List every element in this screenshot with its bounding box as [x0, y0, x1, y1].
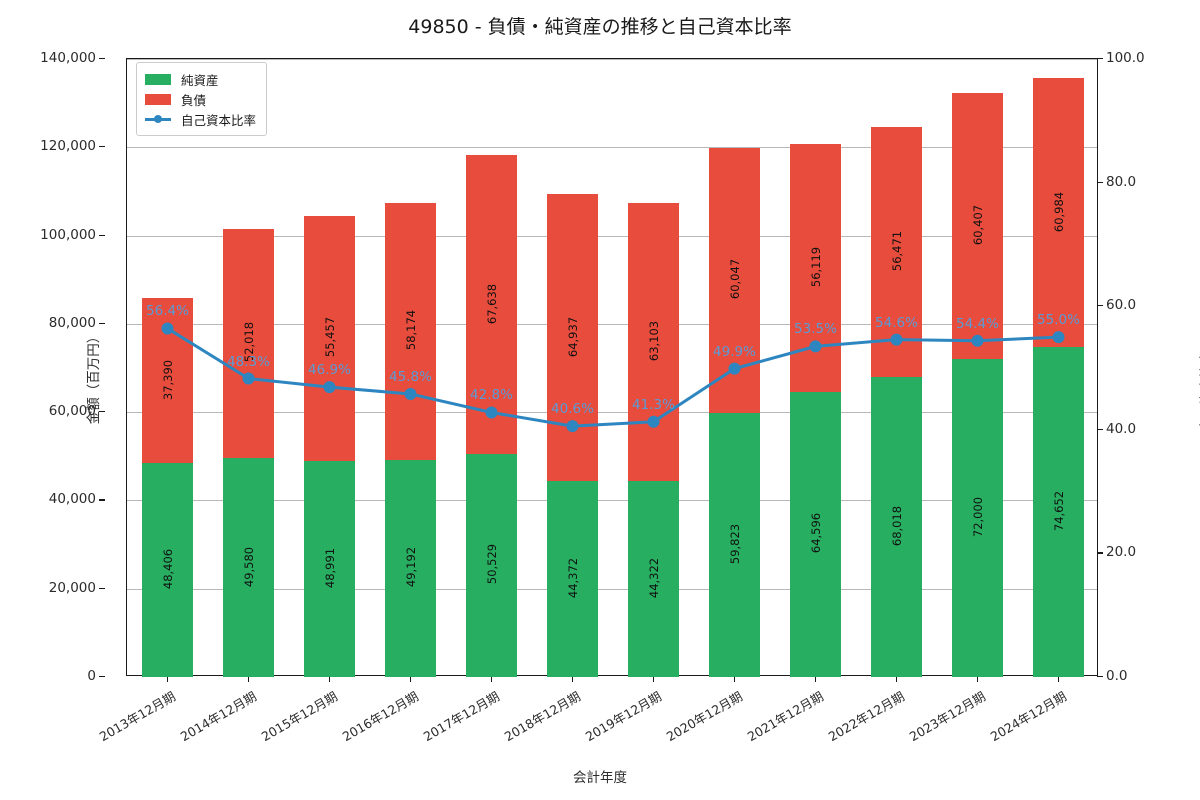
x-axis-tick-mark	[247, 676, 249, 682]
equity-ratio-marker	[404, 387, 417, 400]
gridline	[127, 588, 1097, 590]
y-axis-left-tick-label: 40,000	[49, 491, 105, 507]
y-axis-right-tick-label: 100.0	[1097, 50, 1145, 66]
equity-ratio-value-label: 49.9%	[713, 343, 756, 360]
equity-ratio-value-label: 54.6%	[875, 314, 918, 331]
bar-net-assets	[871, 376, 922, 677]
y-axis-left-tick-label: 20,000	[49, 580, 105, 596]
ratio-line-series	[161, 322, 1065, 433]
x-axis-tick-mark	[1057, 676, 1059, 682]
y-axis-right-label: 自己資本比率 (%)	[1195, 267, 1200, 487]
x-axis-label: 会計年度	[573, 770, 627, 786]
bar-net-assets	[142, 463, 193, 677]
x-axis-tick-mark	[976, 676, 978, 682]
x-axis-tick-mark	[490, 676, 492, 682]
y-axis-left-tick-label: 140,000	[40, 50, 105, 66]
legend-label-net-assets: 純資産	[181, 72, 219, 88]
y-axis-right-tick-label: 20.0	[1097, 544, 1136, 560]
bar-net-assets	[709, 412, 760, 677]
bar-liabilities	[628, 202, 679, 482]
bar-liabilities	[1033, 78, 1084, 348]
equity-ratio-marker	[161, 322, 174, 335]
equity-ratio-marker	[890, 333, 903, 346]
legend-item-liabilities: 負債	[145, 89, 256, 109]
x-axis-tick-mark	[409, 676, 411, 682]
y-axis-left-tick-label: 80,000	[49, 315, 105, 331]
y-axis-right-tick-label: 80.0	[1097, 174, 1136, 190]
equity-ratio-value-label: 55.0%	[1037, 312, 1080, 329]
x-axis-tick-mark	[652, 676, 654, 682]
bar-liabilities	[304, 215, 355, 461]
bar-liabilities	[385, 203, 436, 460]
equity-ratio-value-label: 42.8%	[470, 387, 513, 404]
chart-title: 49850 - 負債・純資産の推移と自己資本比率	[408, 16, 792, 38]
y-axis-left-tick-label: 120,000	[40, 138, 105, 154]
bar-liabilities	[466, 155, 517, 454]
x-axis-tick-mark	[814, 676, 816, 682]
equity-ratio-marker	[971, 334, 984, 347]
bar-net-assets	[385, 459, 436, 677]
gridline	[127, 412, 1097, 414]
x-axis-tick-mark	[328, 676, 330, 682]
y-axis-right-tick-label: 60.0	[1097, 297, 1136, 313]
bar-net-assets	[1033, 347, 1084, 677]
equity-ratio-value-label: 54.4%	[956, 315, 999, 332]
gridline	[127, 235, 1097, 237]
equity-ratio-marker	[728, 362, 741, 375]
bar-net-assets	[547, 481, 598, 677]
bar-net-assets	[628, 481, 679, 677]
legend-swatch-net-assets	[145, 73, 171, 85]
equity-ratio-marker	[485, 406, 498, 419]
equity-ratio-marker	[647, 415, 660, 428]
legend: 純資産 負債 自己資本比率	[136, 62, 268, 136]
gridline	[127, 500, 1097, 502]
equity-ratio-marker	[323, 381, 336, 394]
bar-net-assets	[952, 359, 1003, 677]
equity-ratio-line	[166, 326, 1060, 428]
y-axis-left-tick-label: 60,000	[49, 403, 105, 419]
equity-ratio-value-label: 41.3%	[632, 396, 675, 413]
equity-ratio-marker	[566, 420, 579, 433]
y-axis-right-tick-label: 0.0	[1097, 668, 1127, 684]
legend-line-equity-ratio	[145, 114, 171, 125]
gridline	[127, 59, 1097, 60]
bar-net-assets	[223, 458, 274, 677]
equity-ratio-value-label: 46.9%	[308, 362, 351, 379]
bar-liabilities	[952, 92, 1003, 360]
equity-ratio-value-label: 45.8%	[389, 368, 432, 385]
gridline	[127, 147, 1097, 149]
legend-swatch-liabilities	[145, 93, 171, 105]
y-axis-right-tick-label: 40.0	[1097, 421, 1136, 437]
equity-ratio-value-label: 48.3%	[227, 353, 270, 370]
equity-ratio-marker	[809, 340, 822, 353]
bar-net-assets	[466, 453, 517, 677]
bar-liabilities	[547, 194, 598, 482]
y-axis-left-tick-label: 100,000	[40, 227, 105, 243]
bar-liabilities	[223, 228, 274, 459]
legend-label-equity-ratio: 自己資本比率	[181, 112, 257, 128]
x-axis-tick-mark	[895, 676, 897, 682]
equity-ratio-value-label: 40.6%	[551, 401, 594, 418]
bar-net-assets	[790, 391, 841, 677]
y-axis-left-label: 金額（百万円）	[86, 329, 102, 425]
legend-item-equity-ratio: 自己資本比率	[145, 109, 256, 129]
bar-net-assets	[304, 460, 355, 677]
legend-label-liabilities: 負債	[181, 92, 207, 108]
equity-ratio-value-label: 53.5%	[794, 321, 837, 338]
equity-ratio-value-label: 56.4%	[146, 303, 189, 320]
x-axis-tick-mark	[571, 676, 573, 682]
x-axis-tick-mark	[733, 676, 735, 682]
y-axis-left-tick-label: 0	[87, 668, 105, 684]
equity-ratio-marker	[1052, 331, 1065, 344]
equity-ratio-marker	[242, 372, 255, 385]
plot-area: 48,406 37,390 49,580 52,018 48,991 55,457 49,1…	[126, 58, 1098, 677]
gridline	[127, 323, 1097, 325]
legend-item-net-assets: 純資産	[145, 69, 256, 89]
x-axis-tick-mark	[166, 676, 168, 682]
